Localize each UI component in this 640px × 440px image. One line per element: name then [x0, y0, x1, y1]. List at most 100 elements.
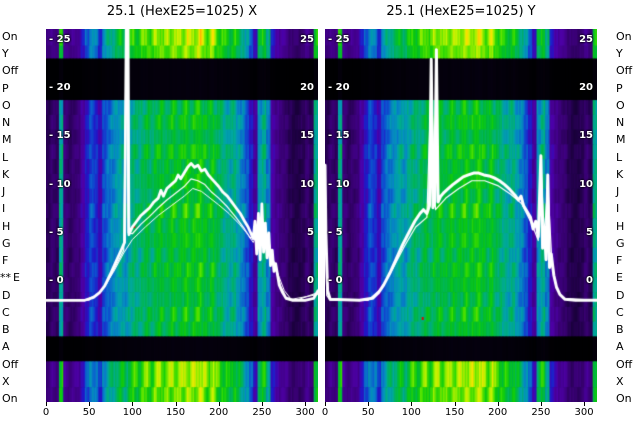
- row-label-left-n: N: [2, 116, 11, 130]
- value-tick-label-left: - 15: [49, 130, 71, 142]
- value-tick-label-left: - 5: [49, 226, 64, 238]
- row-label-right-on: On: [616, 30, 632, 43]
- row-label-left-c: C: [2, 305, 10, 319]
- heatmap-panel-x: - 25 25 - 20 20 - 15 15 - 10 10 - 5 5 - 0 0: [46, 29, 318, 402]
- x-axis-tick: [132, 402, 134, 406]
- row-label-right-b: B: [616, 323, 624, 337]
- value-tick-label-left: - 10: [49, 178, 71, 190]
- row-label-left-p: P: [2, 81, 9, 95]
- row-label-left-on: On: [2, 30, 18, 43]
- value-tick-label-left: - 5: [328, 226, 343, 238]
- x-axis-tick-label: 250: [252, 407, 272, 418]
- value-tick-label-right: 0: [586, 275, 593, 286]
- x-axis-tick: [218, 402, 220, 406]
- row-label-left-f: F: [2, 254, 9, 268]
- row-label-left-h: H: [2, 219, 11, 233]
- row-label-left-off: Off: [2, 64, 19, 78]
- value-tick-label-left: - 25: [49, 34, 71, 45]
- row-label-right-x: X: [616, 374, 624, 388]
- row-label-right-k: K: [616, 167, 624, 181]
- row-label-right-off: Off: [616, 64, 633, 78]
- row-label-left-e: E: [13, 271, 20, 285]
- value-tick-label-left: - 20: [49, 82, 71, 94]
- x-axis-tick-label: 0: [42, 407, 50, 418]
- row-label-right-on: On: [616, 392, 632, 405]
- x-axis-tick-label: 50: [82, 407, 96, 418]
- value-tick-label-left: - 15: [328, 130, 350, 142]
- row-label-right-g: G: [616, 236, 625, 250]
- value-tick-label-left: - 0: [328, 275, 343, 286]
- row-label-left-a: A: [2, 340, 10, 354]
- x-axis-tick-label: 250: [531, 407, 551, 418]
- row-label-right-m: M: [616, 133, 626, 147]
- x-axis-tick: [368, 402, 370, 406]
- x-axis-tick: [261, 402, 263, 406]
- x-axis-tick-label: 0: [321, 407, 329, 418]
- heatmap-y-canvas: [325, 29, 597, 402]
- row-label-right-p: P: [616, 81, 623, 95]
- row-label-right-j: J: [616, 185, 620, 199]
- value-tick-label-right: 5: [586, 226, 593, 238]
- panel-x-title: 25.1 (HexE25=1025) X: [106, 4, 258, 19]
- row-label-right-off: Off: [616, 357, 633, 371]
- x-axis-tick: [89, 402, 91, 406]
- x-axis-tick: [411, 402, 413, 406]
- row-label-right-f: F: [616, 254, 623, 268]
- row-label-right-o: O: [616, 98, 625, 112]
- row-label-left-x: X: [2, 374, 10, 388]
- x-axis-tick: [325, 402, 326, 406]
- x-axis-tick-label: 300: [295, 407, 315, 418]
- x-axis-tick: [540, 402, 542, 406]
- x-axis-tick: [584, 402, 586, 406]
- row-label-left-off: Off: [2, 357, 19, 371]
- row-label-right-a: A: [616, 340, 624, 354]
- value-tick-label-right: 5: [307, 226, 314, 238]
- x-axis-tick: [305, 402, 307, 406]
- value-tick-label-right: 10: [579, 178, 593, 190]
- panel-y-title: 25.1 (HexE25=1025) Y: [386, 4, 536, 19]
- row-label-left-l: L: [2, 150, 9, 164]
- x-axis-tick: [46, 402, 47, 406]
- row-label-right-h: H: [616, 219, 625, 233]
- value-tick-label-left: - 0: [49, 275, 64, 286]
- x-axis-tick: [175, 402, 177, 406]
- row-label-left-m: M: [2, 133, 12, 147]
- value-tick-label-left: - 25: [328, 34, 350, 45]
- value-tick-label-right: 20: [579, 82, 593, 94]
- value-tick-label-right: 25: [300, 34, 314, 45]
- value-tick-label-left: - 20: [328, 82, 350, 94]
- row-label-left-d: D: [2, 288, 11, 302]
- row-label-left-j: J: [2, 185, 6, 199]
- row-label-left-i: I: [2, 202, 6, 216]
- value-tick-label-right: 25: [579, 34, 593, 45]
- x-axis-tick-label: 200: [488, 407, 508, 418]
- row-label-right-n: N: [616, 116, 625, 130]
- row-label-right-y: Y: [616, 47, 623, 61]
- value-tick-label-right: 0: [307, 275, 314, 286]
- x-axis-tick-label: 300: [574, 407, 594, 418]
- heatmap-panel-y: - 25 25 - 20 20 - 15 15 - 10 10 - 5 5 - 0 0: [325, 29, 597, 402]
- row-label-left-on: On: [2, 392, 18, 405]
- x-axis-tick-label: 150: [444, 407, 465, 418]
- value-tick-label-left: - 10: [328, 178, 350, 190]
- value-tick-label-right: 20: [300, 82, 314, 94]
- row-label-left-y: Y: [2, 47, 9, 61]
- row-label-right-l: L: [616, 150, 623, 164]
- heatmap-x-canvas: [46, 29, 318, 402]
- row-label-right-c: C: [616, 305, 624, 319]
- row-label-right-e: E: [616, 271, 623, 285]
- x-axis-tick-label: 150: [165, 407, 186, 418]
- row-label-left-b: B: [2, 323, 10, 337]
- row-label-left-g: G: [2, 236, 11, 250]
- row-label-right-i: I: [616, 202, 620, 216]
- x-axis-tick-label: 200: [209, 407, 229, 418]
- x-axis-tick-label: 100: [401, 407, 421, 418]
- row-label-left-k: K: [2, 167, 10, 181]
- x-axis-tick: [454, 402, 456, 406]
- row-marker: **: [0, 271, 11, 285]
- value-tick-label-right: 15: [579, 130, 593, 142]
- row-label-left-o: O: [2, 98, 11, 112]
- x-axis-tick-label: 100: [122, 407, 142, 418]
- x-axis-tick-label: 50: [361, 407, 375, 418]
